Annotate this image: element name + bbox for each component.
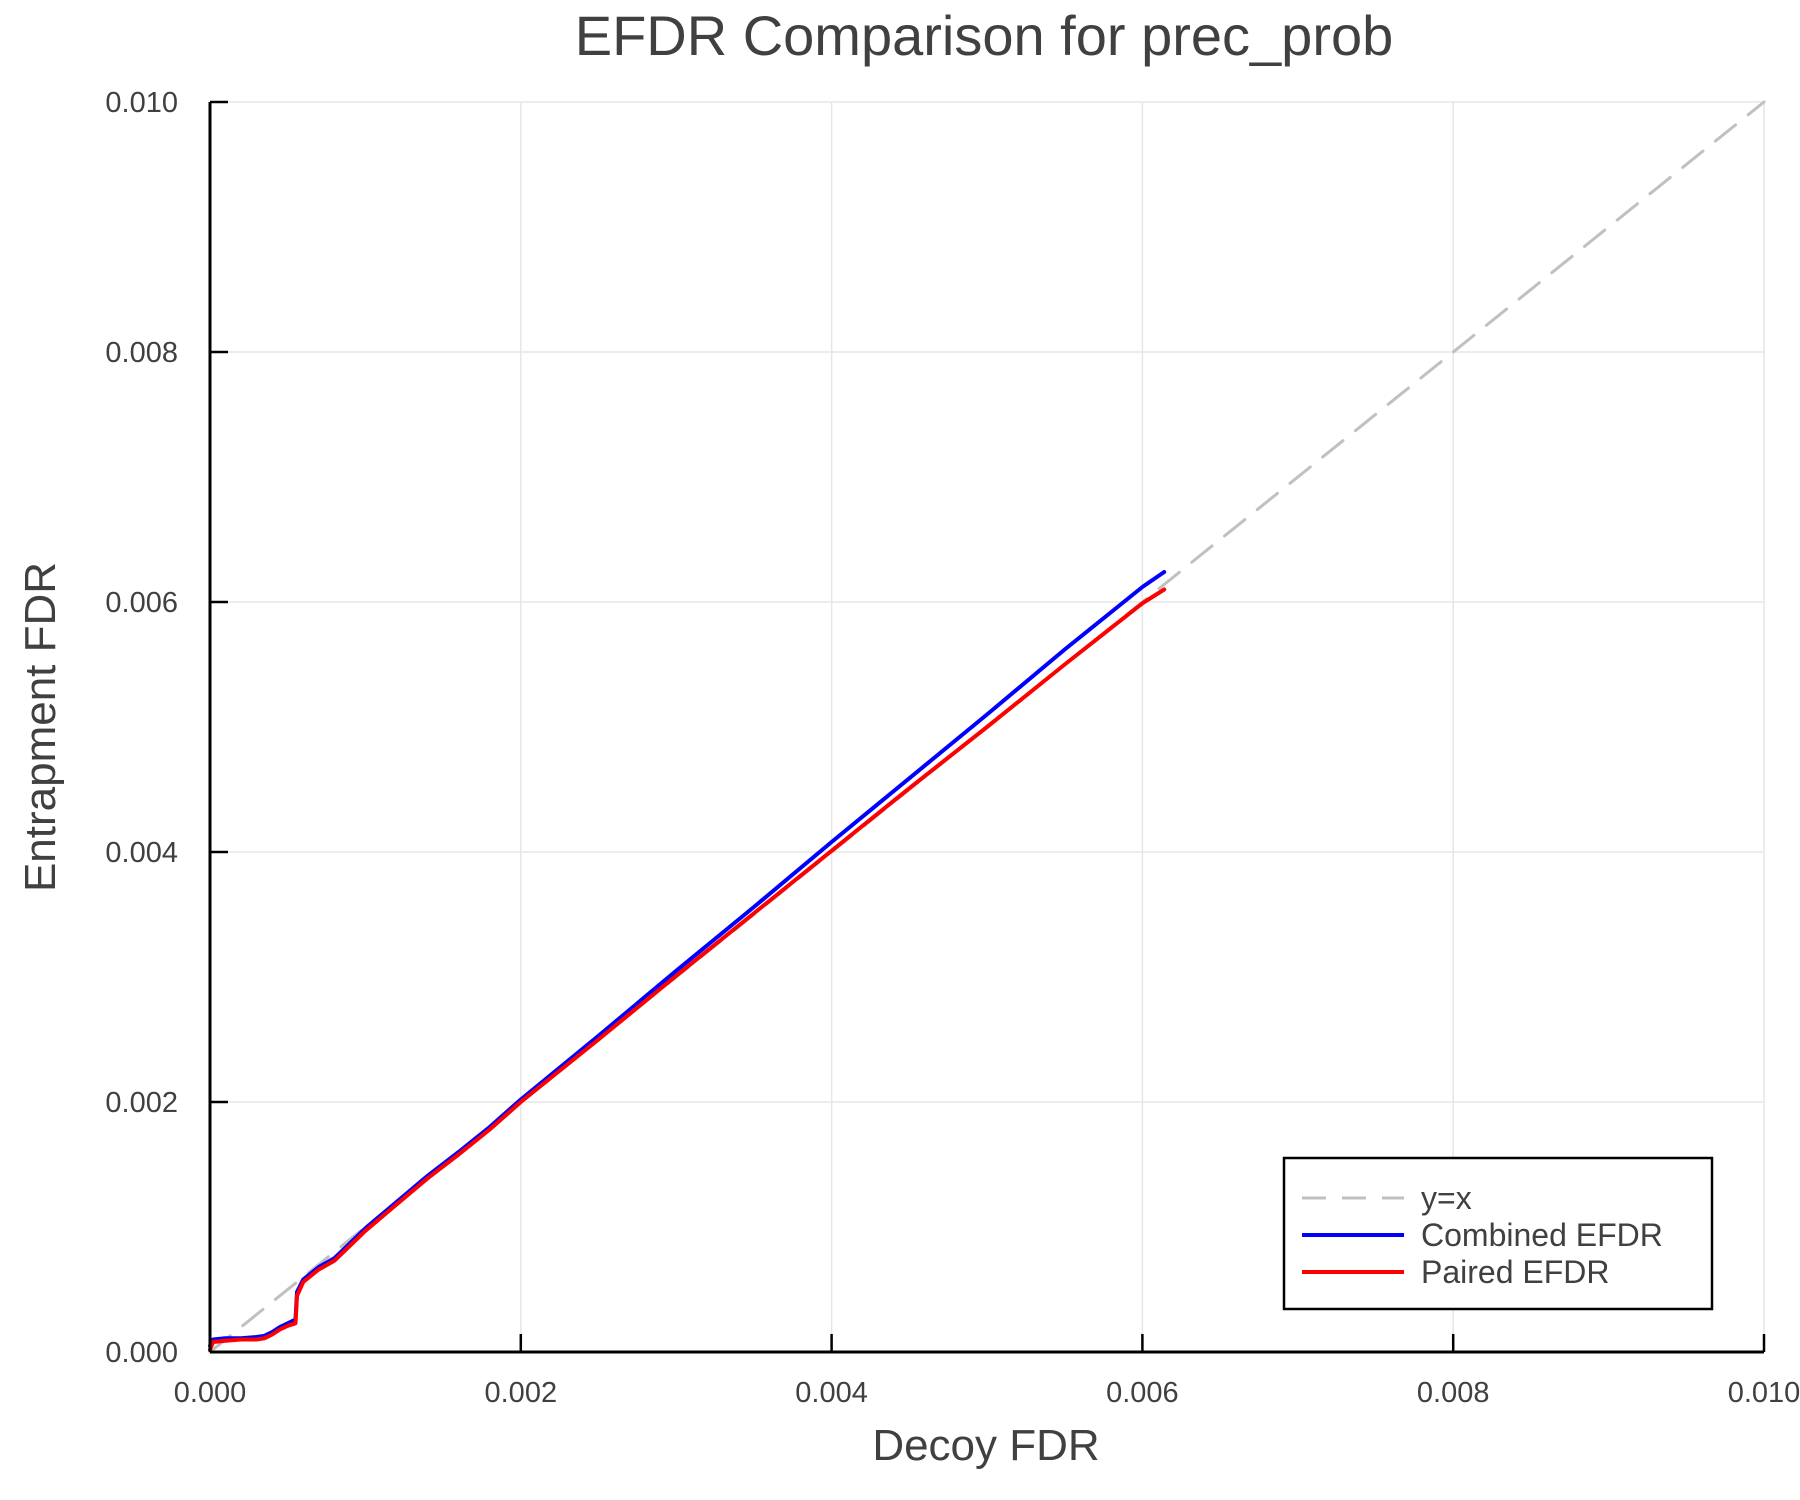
y-tick-label: 0.006 xyxy=(105,587,178,619)
y-tick-label: 0.008 xyxy=(105,337,178,369)
axes xyxy=(208,102,1764,1354)
legend-label: y=x xyxy=(1421,1180,1472,1216)
y-ticks: 0.000 0.002 0.004 0.006 0.008 0.010 xyxy=(105,87,228,1369)
y-tick-label: 0.000 xyxy=(105,1337,178,1369)
y-tick-label: 0.010 xyxy=(105,87,178,119)
x-tick-label: 0.004 xyxy=(795,1377,868,1409)
chart-title: EFDR Comparison for prec_prob xyxy=(575,4,1394,67)
x-tick-label: 0.008 xyxy=(1417,1377,1490,1409)
combined-efdr-line xyxy=(208,570,1167,1348)
x-tick-label: 0.000 xyxy=(174,1377,247,1409)
paired-efdr-line xyxy=(208,587,1167,1352)
x-tick-label: 0.006 xyxy=(1106,1377,1179,1409)
y-tick-label: 0.002 xyxy=(105,1087,178,1119)
x-tick-label: 0.010 xyxy=(1728,1377,1800,1409)
legend-label: Combined EFDR xyxy=(1421,1217,1663,1253)
x-axis-label: Decoy FDR xyxy=(872,1421,1099,1470)
y-axis-label: Entrapment FDR xyxy=(16,562,65,892)
x-tick-label: 0.002 xyxy=(485,1377,558,1409)
x-ticks: 0.000 0.002 0.004 0.006 0.008 0.010 xyxy=(174,1334,1800,1409)
y-tick-label: 0.004 xyxy=(105,837,178,869)
data-series xyxy=(208,100,1766,1354)
legend-label: Paired EFDR xyxy=(1421,1254,1610,1290)
y-x-line xyxy=(208,100,1766,1354)
